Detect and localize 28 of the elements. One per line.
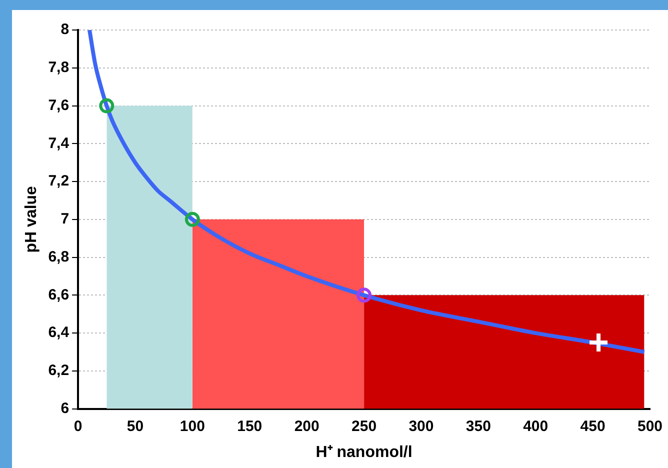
y-axis-title: pH value: [23, 186, 40, 253]
y-tick-label: 7,4: [48, 134, 70, 152]
x-tick-label: 200: [294, 418, 320, 435]
y-tick-label: 6,2: [48, 362, 70, 380]
x-tick-label: 250: [352, 418, 377, 435]
y-tick-label: 7,8: [48, 59, 70, 76]
point: [184, 212, 200, 227]
x-tick-label: 150: [237, 418, 262, 435]
x-tick-label: 100: [180, 418, 205, 435]
y-tick-label: 6: [60, 400, 70, 417]
y-tick-label: 6,4: [48, 324, 70, 342]
point: [99, 98, 114, 114]
x-tick-label: 450: [580, 418, 606, 435]
point: [356, 288, 372, 303]
x-tick-label: 300: [408, 418, 434, 435]
x-tick-label: 350: [466, 418, 491, 435]
x-axis-title: H⁺ nanomol/l: [316, 444, 412, 461]
y-tick-label: 6,6: [48, 286, 70, 304]
y-tick-label: 7,2: [48, 172, 70, 190]
x-tick-label: 50: [126, 418, 144, 435]
x-tick-label: 500: [637, 418, 663, 435]
line-series: [87, 30, 646, 354]
y-tick-label: 7: [60, 210, 70, 228]
y-tick-label: 8: [60, 21, 70, 38]
y-tick-label: 6,8: [48, 248, 70, 266]
x-tick-label: 0: [74, 418, 82, 435]
y-tick-label: 7,6: [48, 96, 70, 114]
x-tick-label: 400: [523, 418, 548, 435]
